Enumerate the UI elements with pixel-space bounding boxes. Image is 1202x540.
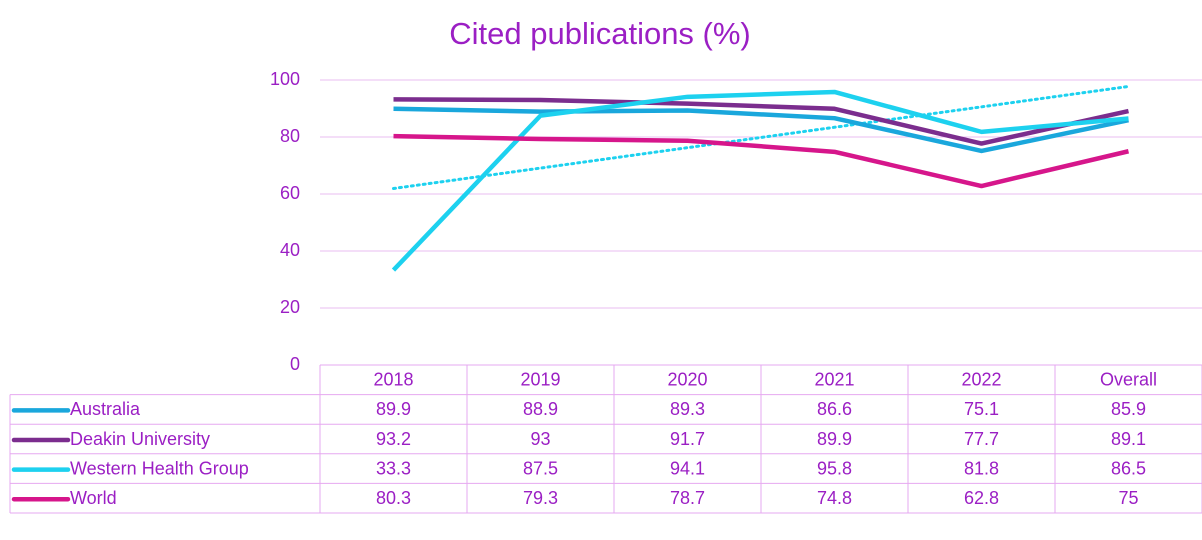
series-line [393, 106, 1129, 154]
table-value: 79.3 [523, 488, 558, 508]
legend-label: Deakin University [70, 429, 210, 449]
trendline [392, 84, 1130, 190]
table-value: 85.9 [1111, 399, 1146, 419]
table-value: 75.1 [964, 399, 999, 419]
table-value: 33.3 [376, 458, 411, 478]
x-tick-label: Overall [1100, 370, 1157, 390]
table-value: 91.7 [670, 429, 705, 449]
table-value: 75 [1118, 488, 1138, 508]
table-value: 93 [530, 429, 550, 449]
y-tick-label: 20 [280, 297, 300, 317]
table-value: 94.1 [670, 458, 705, 478]
y-tick-label: 0 [290, 354, 300, 374]
x-tick-label: 2022 [961, 370, 1001, 390]
table-value: 81.8 [964, 458, 999, 478]
series-line [393, 97, 1129, 146]
table-value: 87.5 [523, 458, 558, 478]
table-value: 74.8 [817, 488, 852, 508]
x-tick-label: 2021 [814, 370, 854, 390]
table-value: 93.2 [376, 429, 411, 449]
series-line [393, 133, 1130, 189]
table-value: 88.9 [523, 399, 558, 419]
x-tick-label: 2020 [667, 370, 707, 390]
legend-label: World [70, 488, 117, 508]
table-value: 62.8 [964, 488, 999, 508]
legend-label: Western Health Group [70, 458, 249, 478]
y-tick-label: 80 [280, 126, 300, 146]
table-value: 89.9 [817, 429, 852, 449]
table-value: 86.5 [1111, 458, 1146, 478]
table-value: 89.1 [1111, 429, 1146, 449]
x-tick-label: 2018 [373, 370, 413, 390]
legend-label: Australia [70, 399, 141, 419]
table-value: 77.7 [964, 429, 999, 449]
table-value: 89.9 [376, 399, 411, 419]
table-value: 95.8 [817, 458, 852, 478]
y-tick-label: 100 [270, 69, 300, 89]
table-value: 89.3 [670, 399, 705, 419]
series-line [391, 89, 1129, 272]
table-value: 86.6 [817, 399, 852, 419]
y-tick-label: 60 [280, 183, 300, 203]
table-value: 80.3 [376, 488, 411, 508]
table-value: 78.7 [670, 488, 705, 508]
y-tick-label: 40 [280, 240, 300, 260]
x-tick-label: 2019 [520, 370, 560, 390]
chart-title: Cited publications (%) [449, 16, 751, 51]
